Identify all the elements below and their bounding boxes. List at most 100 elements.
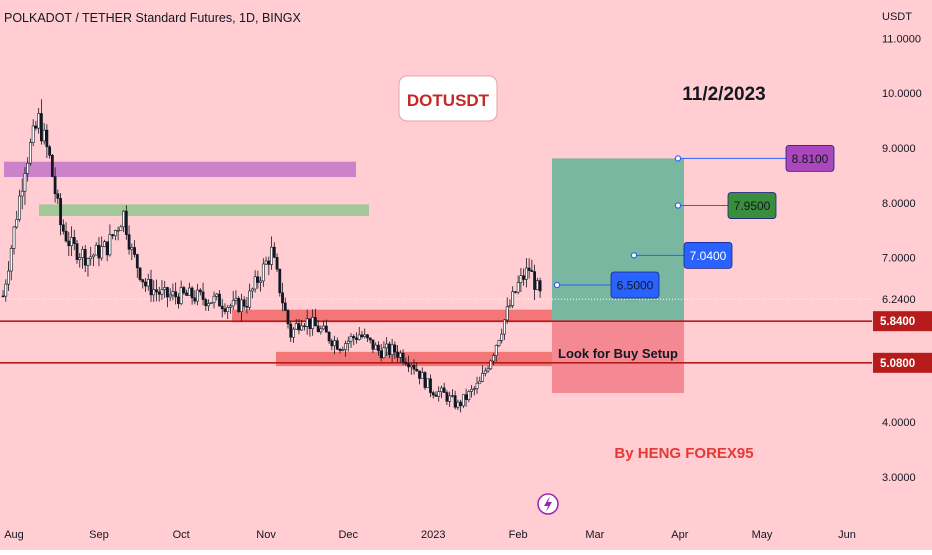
candle-body xyxy=(198,289,202,293)
target-label: 7.0400 xyxy=(690,249,727,263)
candle-body xyxy=(500,333,504,341)
candle-body xyxy=(308,318,312,329)
target-label: 6.5000 xyxy=(617,279,654,293)
candle-body xyxy=(171,291,175,296)
candle xyxy=(29,138,32,166)
candle xyxy=(166,286,169,308)
candle-body xyxy=(155,289,158,293)
candle xyxy=(283,297,287,312)
candle-body xyxy=(300,325,304,331)
candle-body xyxy=(401,352,405,363)
candle-body xyxy=(442,387,446,393)
candle xyxy=(264,256,268,266)
candle-body xyxy=(193,297,197,302)
candle xyxy=(398,350,402,363)
candle xyxy=(201,282,205,306)
candle-body xyxy=(467,391,471,400)
candle xyxy=(240,293,243,322)
candle-body xyxy=(31,125,35,143)
target-box xyxy=(785,145,835,172)
candle-body xyxy=(207,303,210,307)
candle xyxy=(475,376,479,395)
candle-body xyxy=(385,343,389,349)
candle-body xyxy=(182,287,186,294)
candle-body xyxy=(289,323,293,338)
candle xyxy=(7,261,10,291)
targets-layer[interactable]: 6.5000 7.0400 7.9500 8.8100 xyxy=(553,145,835,299)
candle-body xyxy=(201,291,205,300)
candle xyxy=(149,269,153,302)
candle xyxy=(259,276,263,292)
candle xyxy=(429,374,432,398)
candle xyxy=(250,287,254,299)
candle xyxy=(503,319,506,340)
candle-body xyxy=(152,289,156,296)
candle-body xyxy=(461,394,465,407)
y-tick-label: 8.0000 xyxy=(882,198,916,210)
candle-body xyxy=(231,300,235,307)
candle xyxy=(253,270,257,293)
candle xyxy=(116,226,120,241)
candle xyxy=(133,240,136,258)
candle xyxy=(442,382,446,393)
candle-body xyxy=(237,298,241,312)
candle xyxy=(407,355,410,373)
setup-text: Look for Buy Setup xyxy=(558,346,678,361)
candle-body xyxy=(434,394,438,397)
candle xyxy=(472,386,476,396)
candle-body xyxy=(440,387,443,392)
candle xyxy=(130,243,134,261)
ticker-box[interactable] xyxy=(398,75,498,122)
x-tick-label: Nov xyxy=(256,529,276,541)
candle xyxy=(204,297,208,311)
candle xyxy=(352,334,356,346)
candle-body xyxy=(81,249,84,258)
candle-body xyxy=(371,339,375,350)
candle xyxy=(360,331,364,339)
candle xyxy=(18,189,21,222)
candle-body xyxy=(179,287,183,304)
candle-body xyxy=(7,270,10,285)
candle-body xyxy=(242,299,246,307)
candle-body xyxy=(535,280,539,290)
zone-resistance-1 xyxy=(39,204,369,216)
candle-body xyxy=(398,352,402,358)
candle-body xyxy=(174,291,178,298)
candle-body xyxy=(431,392,435,396)
candle xyxy=(445,390,449,406)
candle xyxy=(207,299,210,312)
candle-body xyxy=(215,293,219,297)
candle xyxy=(67,231,71,257)
candle xyxy=(135,253,139,278)
candle xyxy=(223,303,227,315)
price-axis[interactable] xyxy=(872,0,932,518)
candle-body xyxy=(360,334,364,338)
candle-body xyxy=(297,323,301,331)
candle xyxy=(127,225,131,255)
time-axis[interactable] xyxy=(0,518,932,550)
candle xyxy=(538,277,542,298)
candle-body xyxy=(472,388,476,390)
candle-body xyxy=(133,247,136,255)
candle xyxy=(437,386,441,402)
candle-body xyxy=(45,129,49,148)
candle xyxy=(492,353,495,366)
candle xyxy=(108,224,112,257)
candle xyxy=(500,328,504,344)
candle-body xyxy=(475,382,479,389)
lightning-icon[interactable] xyxy=(537,493,559,515)
candle xyxy=(522,268,526,286)
support-price-tag xyxy=(873,311,932,332)
candle-body xyxy=(319,328,323,333)
candle-body xyxy=(146,279,150,287)
candle-body xyxy=(53,176,57,195)
candle xyxy=(160,279,164,300)
candle-body xyxy=(160,289,164,295)
candle-body xyxy=(92,254,95,258)
candle-body xyxy=(127,234,131,250)
candle xyxy=(412,359,416,375)
candle xyxy=(97,236,101,267)
last-price-label: 6.2400 xyxy=(882,294,916,306)
